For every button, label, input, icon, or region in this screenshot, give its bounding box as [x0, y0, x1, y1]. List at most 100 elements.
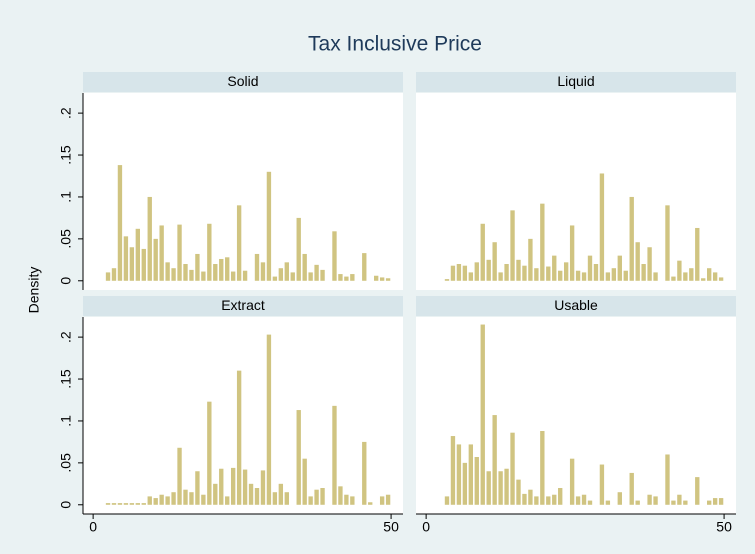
histogram-bar — [260, 262, 266, 281]
histogram-bar — [701, 278, 706, 281]
histogram-bar — [510, 432, 515, 505]
panel-header — [416, 72, 736, 92]
histogram-bar — [320, 269, 325, 281]
histogram-bar — [563, 262, 569, 281]
histogram-bar — [123, 503, 129, 505]
histogram-bar — [504, 264, 509, 281]
histogram-bar — [569, 225, 575, 281]
histogram-bar — [683, 500, 688, 505]
histogram-bar — [260, 470, 266, 505]
histogram-bar — [272, 276, 278, 281]
histogram-bar — [504, 468, 509, 505]
histogram-bar — [159, 225, 164, 281]
histogram-bar — [230, 467, 236, 505]
histogram-bar — [474, 456, 479, 505]
histogram-bar — [236, 205, 242, 281]
histogram-bar — [522, 265, 527, 281]
histogram-bar — [385, 494, 391, 505]
histogram-bar — [546, 266, 551, 281]
histogram-bar — [581, 272, 587, 281]
histogram-bar — [528, 238, 533, 281]
histogram-bar — [498, 471, 503, 505]
histogram-bar — [558, 488, 563, 505]
histogram-bar — [647, 247, 652, 281]
histogram-bar — [456, 264, 462, 281]
histogram-bar — [225, 257, 230, 281]
histogram-bar — [718, 498, 724, 505]
histogram-bar — [546, 496, 551, 505]
histogram-bar — [492, 242, 497, 281]
histogram-bar — [153, 498, 158, 505]
histogram-bar — [230, 271, 236, 281]
histogram-bar — [450, 265, 456, 281]
histogram-bar — [707, 500, 712, 505]
y-tick-label: .15 — [58, 369, 74, 389]
histogram-bar — [314, 489, 319, 505]
histogram-bar — [266, 171, 272, 281]
histogram-bar — [362, 441, 367, 505]
histogram-bar — [177, 447, 182, 505]
x-tick-label: 0 — [89, 519, 97, 535]
histogram-bar — [486, 471, 491, 505]
histogram-bar — [635, 500, 640, 505]
plot-area — [416, 93, 736, 290]
histogram-bar — [611, 268, 617, 281]
histogram-bar — [225, 496, 230, 505]
histogram-bar — [153, 238, 158, 281]
histogram-bar — [171, 492, 176, 505]
histogram-bar — [141, 248, 146, 281]
histogram-bar — [617, 255, 622, 281]
histogram-bar — [534, 268, 539, 281]
y-tick-label: 0 — [58, 277, 74, 285]
histogram-bar — [344, 276, 349, 281]
histogram-bar — [147, 196, 152, 281]
histogram-bar — [374, 275, 379, 281]
histogram-bar — [671, 500, 676, 505]
histogram-bar — [677, 494, 682, 505]
histogram-bar — [189, 269, 194, 281]
histogram-bar — [462, 265, 468, 281]
histogram-bar — [147, 496, 152, 505]
histogram-bar — [587, 500, 593, 505]
histogram-bar — [314, 264, 319, 281]
histogram-bar — [338, 486, 343, 505]
histogram-bar — [552, 494, 557, 505]
y-tick-label: .1 — [58, 191, 74, 203]
histogram-bar — [456, 444, 462, 505]
histogram-bar — [296, 217, 301, 281]
histogram-bar — [498, 272, 503, 281]
y-tick-label: 0 — [58, 501, 74, 509]
histogram-bar — [641, 264, 646, 281]
histogram-bar — [444, 279, 450, 281]
histogram-bar — [219, 468, 224, 505]
panel-title: Usable — [554, 297, 598, 313]
histogram-bar — [332, 405, 337, 505]
histogram-bar — [254, 253, 260, 281]
histogram-bar — [647, 494, 652, 505]
histogram-bar — [123, 236, 129, 281]
histogram-bar — [695, 227, 700, 281]
histogram-bar — [207, 401, 212, 505]
histogram-bar — [254, 488, 260, 505]
histogram-bar — [183, 264, 188, 281]
histogram-bar — [165, 262, 170, 281]
histogram-bar — [350, 274, 355, 281]
histogram-bar — [516, 259, 521, 281]
panel-title: Extract — [221, 297, 265, 313]
histogram-bar — [486, 259, 491, 281]
histogram-bar — [278, 483, 284, 505]
histogram-bar — [296, 410, 301, 505]
histogram-bar — [689, 268, 694, 281]
histogram-bar — [665, 205, 670, 281]
histogram-bar — [528, 489, 533, 505]
histogram-bar — [189, 492, 194, 505]
histogram-bar — [623, 270, 628, 281]
histogram-bar — [117, 165, 123, 281]
histogram-bar — [599, 464, 605, 505]
histogram-bar — [683, 272, 688, 281]
histogram-bar — [581, 494, 587, 505]
histogram-bar — [320, 488, 325, 505]
panel-title: Solid — [227, 73, 258, 89]
histogram-bar — [219, 258, 224, 281]
histogram-bar — [195, 253, 200, 281]
